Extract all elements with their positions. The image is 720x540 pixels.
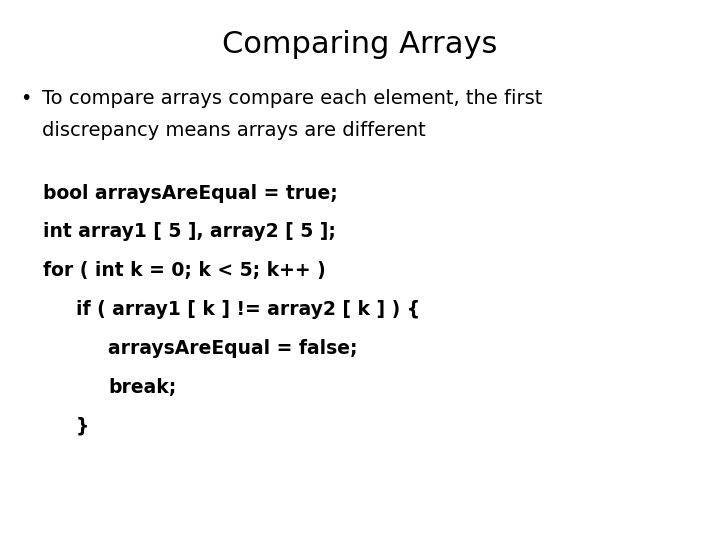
Text: discrepancy means arrays are different: discrepancy means arrays are different [42,122,426,140]
Text: }: } [76,417,89,436]
Text: •: • [20,89,32,108]
Text: int array1 [ 5 ], array2 [ 5 ];: int array1 [ 5 ], array2 [ 5 ]; [43,222,336,241]
Text: To compare arrays compare each element, the first: To compare arrays compare each element, … [42,89,542,108]
Text: Comparing Arrays: Comparing Arrays [222,30,498,59]
Text: break;: break; [108,378,176,397]
Text: if ( array1 [ k ] != array2 [ k ] ) {: if ( array1 [ k ] != array2 [ k ] ) { [76,300,420,319]
Text: for ( int k = 0; k < 5; k++ ): for ( int k = 0; k < 5; k++ ) [43,261,326,280]
Text: bool arraysAreEqual = true;: bool arraysAreEqual = true; [43,184,338,202]
Text: arraysAreEqual = false;: arraysAreEqual = false; [108,339,358,358]
